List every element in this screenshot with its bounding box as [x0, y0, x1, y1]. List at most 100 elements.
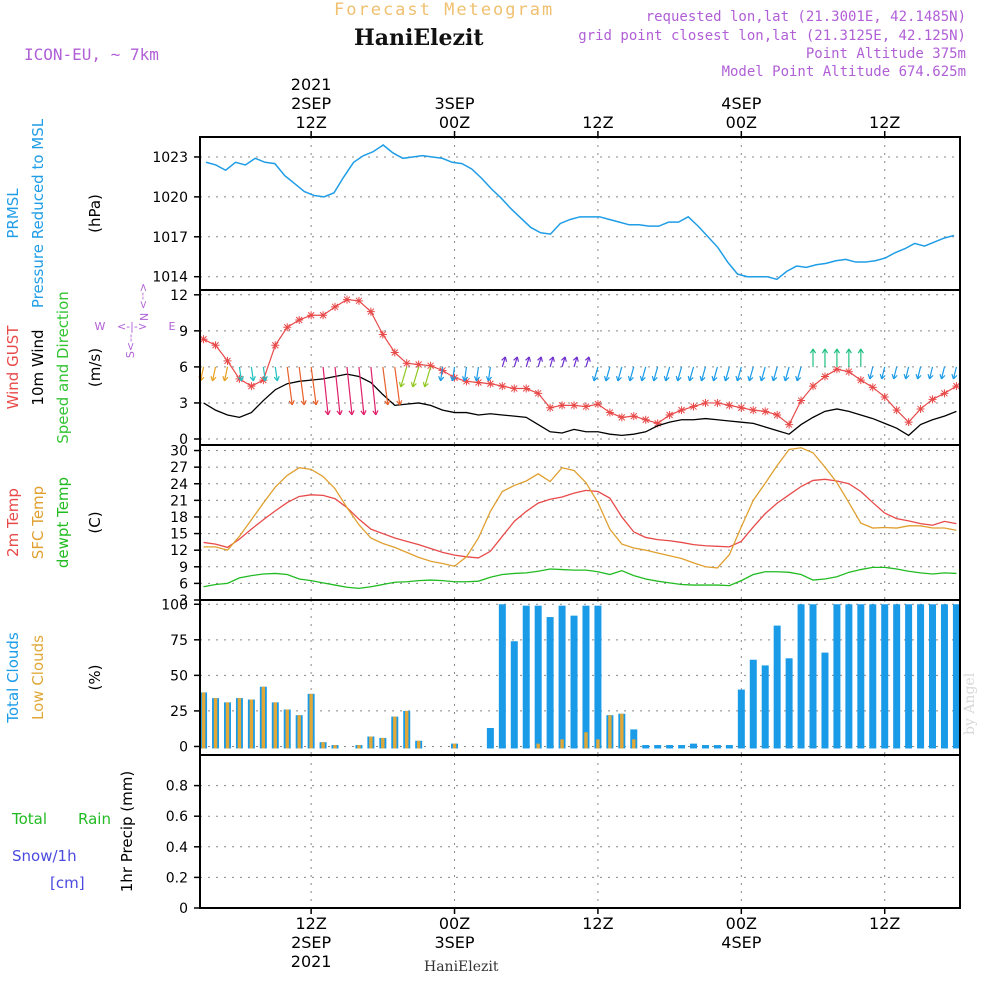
bottom-time-label: 00Z	[726, 914, 757, 933]
low-cloud-bar	[297, 715, 301, 749]
wind-direction-arrow	[712, 366, 718, 382]
panel-label-temp: dewpt Temp	[54, 477, 72, 568]
gust-marker	[546, 403, 555, 412]
top-time-label: 2SEP	[291, 94, 331, 113]
wind-direction-arrow	[262, 366, 266, 381]
wind-direction-arrow	[370, 366, 377, 415]
gust-marker	[462, 377, 471, 386]
total-cloud-bar	[929, 604, 937, 749]
gust-marker	[474, 378, 483, 387]
bottom-time-label: 12Z	[582, 914, 613, 933]
wind-arrow-head	[273, 376, 280, 382]
gust-marker	[605, 408, 614, 417]
low-cloud-bar	[452, 743, 457, 749]
ytick-label: 12	[170, 288, 188, 304]
wind-arrow-head	[759, 375, 766, 382]
wind-direction-arrow	[439, 366, 444, 381]
ytick-label: 25	[170, 704, 188, 720]
gust-marker	[223, 356, 232, 365]
wind-direction-arrow	[629, 366, 635, 382]
ytick-label: 100	[161, 597, 188, 613]
low-cloud-bar	[632, 739, 636, 749]
legend-snow-unit: [cm]	[50, 874, 85, 892]
location-title: HaniElezit	[354, 25, 484, 51]
panel-frame-precip	[199, 754, 961, 909]
gust-marker	[366, 307, 375, 316]
gust-marker	[558, 401, 567, 410]
ytick-label: 21	[170, 493, 188, 509]
gust-marker	[295, 316, 304, 325]
wind-arrow-head	[663, 375, 670, 382]
total-cloud-bar	[630, 729, 638, 749]
wind-direction-arrow	[487, 366, 491, 381]
gust-marker	[701, 398, 710, 407]
gust-marker	[259, 376, 268, 385]
low-cloud-bar	[393, 716, 397, 749]
gust-marker	[832, 365, 841, 374]
gust-marker	[426, 361, 435, 370]
gust-marker	[510, 384, 519, 393]
wind-direction-arrow	[760, 366, 766, 382]
wind-arrow-head	[398, 381, 405, 388]
wind-direction-arrow	[653, 366, 659, 382]
requested-coords: requested lon,lat (21.3001E, 42.1485N)	[645, 9, 966, 25]
gust-marker	[904, 418, 913, 427]
panel-label-temp: 2m Temp	[4, 488, 22, 557]
gust-marker	[211, 341, 220, 350]
sfc-temp-line	[203, 447, 957, 569]
legend-snow: Snow/1h	[12, 847, 77, 865]
wind-direction-arrow	[736, 366, 742, 382]
panel-frame-pressure	[199, 136, 961, 291]
low-cloud-bar	[261, 686, 266, 749]
wind-direction-arrow	[952, 366, 957, 380]
low-cloud-bar	[309, 693, 313, 749]
ytick-label: 1017	[152, 230, 188, 246]
wind-direction-arrow	[724, 366, 730, 382]
wind-arrow-head	[592, 375, 598, 382]
wind-arrow-head	[384, 400, 391, 406]
total-cloud-bar	[952, 604, 960, 749]
wind-arrow-head	[627, 375, 634, 382]
legend-rain: Rain	[78, 810, 111, 828]
ytick-label: 6	[179, 360, 188, 376]
low-cloud-bar	[201, 692, 206, 749]
gust-marker	[283, 323, 292, 332]
gust-marker	[844, 367, 853, 376]
wind-arrow-head	[438, 376, 445, 382]
wind-arrow-head	[879, 373, 886, 380]
total-cloud-bar	[570, 615, 578, 749]
wind-arrow-head	[747, 375, 754, 382]
wind-arrow-head	[210, 375, 217, 382]
gust-marker	[414, 360, 423, 369]
wind-direction-arrow	[617, 366, 623, 382]
gust-marker	[319, 311, 328, 320]
wind-direction-arrow	[869, 366, 874, 380]
gust-marker	[761, 407, 770, 416]
wind-direction-arrow	[605, 366, 611, 382]
wind-arrow-head	[891, 373, 898, 380]
low-cloud-bar	[620, 713, 624, 749]
wind-arrow-head	[711, 375, 718, 382]
wind-arrow-head	[300, 400, 307, 406]
wind-direction-arrow	[358, 366, 365, 415]
total-cloud-bar	[773, 625, 781, 749]
wind-arrow-head	[396, 400, 403, 406]
gust-marker	[581, 402, 590, 411]
ytick-label: 3	[179, 593, 188, 609]
prmsl-line	[205, 144, 955, 281]
low-cloud-bar	[381, 737, 385, 749]
ytick-label: 1023	[152, 150, 188, 166]
wind-direction-arrow	[286, 366, 293, 405]
panel-label-clouds: Low Clouds	[29, 635, 47, 720]
wind-direction-arrow	[382, 366, 389, 405]
panel-label-precip: 1hr Precip (mm)	[118, 771, 136, 892]
ytick-label: 0	[179, 739, 188, 755]
total-cloud-bar	[701, 745, 709, 749]
panel-precip: 0 0.2 0.4 0.6 0.8 1hr Precip (mm)	[118, 755, 960, 917]
wind-arrow-head	[312, 400, 319, 406]
total-cloud-bar	[678, 745, 686, 749]
panel-frame-wind	[199, 289, 961, 446]
gust-marker	[773, 410, 782, 419]
wind-arrow-head	[572, 356, 579, 362]
panel-label-temp: SFC Temp	[29, 486, 47, 559]
